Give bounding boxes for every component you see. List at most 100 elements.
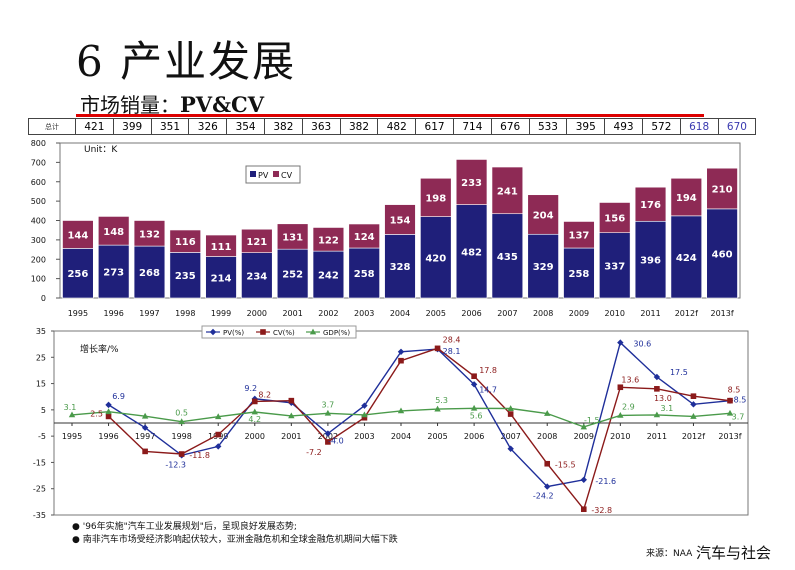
- cv-value-label: 116: [175, 237, 196, 248]
- pv-value-label: 328: [390, 262, 411, 273]
- pv-bar: [384, 234, 416, 299]
- series-point-1: [398, 357, 404, 364]
- pv-bar: [491, 213, 524, 299]
- bar-y-tick-label: 700: [31, 158, 46, 167]
- line-data-label: -15.5: [555, 461, 576, 470]
- pv-bar: [205, 256, 237, 299]
- series-point-0: [580, 476, 587, 483]
- legend-pv-label: PV: [258, 171, 269, 180]
- pv-value-label: 214: [211, 273, 232, 284]
- legend-cv-label: CV: [281, 171, 293, 180]
- subtitle-en: PV&CV: [180, 92, 265, 117]
- pv-value-label: 256: [67, 269, 88, 280]
- pv-value-label: 252: [282, 270, 303, 281]
- line-data-label: 30.6: [633, 340, 651, 349]
- page-subtitle: 市场销量：PV&CV: [80, 89, 264, 118]
- pv-bar: [348, 247, 380, 299]
- bar-unit-label: Unit：K: [84, 145, 118, 155]
- line-data-label: -11.8: [189, 451, 210, 460]
- line-x-tick-label: 2003: [354, 432, 374, 441]
- pv-bar: [241, 252, 273, 299]
- series-point-2: [653, 411, 661, 418]
- line-x-tick-label: 1997: [135, 432, 155, 441]
- line-data-label: 17.5: [670, 368, 688, 377]
- cv-bar: [599, 202, 631, 234]
- pv-bar: [455, 204, 488, 299]
- cv-value-label: 194: [676, 193, 697, 204]
- bar-y-tick-label: 600: [31, 178, 46, 187]
- pv-value-label: 424: [676, 253, 697, 264]
- bar-x-tick-label: 2004: [390, 309, 410, 318]
- series-point-0: [141, 424, 149, 431]
- legend-pv-swatch: [250, 171, 256, 177]
- line-data-label: 0.5: [175, 409, 188, 418]
- bar-x-tick-label: 2000: [247, 309, 267, 318]
- series-point-1: [434, 345, 441, 352]
- series-point-0: [215, 443, 222, 450]
- series-point-1: [727, 397, 733, 404]
- series-line-0: [108, 341, 731, 488]
- pv-bar: [276, 248, 309, 299]
- series-point-0: [470, 381, 478, 388]
- line-y-axis-label: 增长率/%: [80, 343, 119, 355]
- bar-y-tick-label: 400: [31, 217, 46, 226]
- line-data-label: -4.0: [328, 437, 344, 446]
- cv-value-label: 204: [533, 210, 554, 221]
- note-1: '96年实施"汽车工业发展规划"后，呈现良好发展态势;: [82, 522, 297, 532]
- line-data-label: -24.2: [533, 492, 554, 501]
- line-data-label: 3.1: [661, 404, 674, 413]
- bar-x-tick-label: 2007: [497, 309, 517, 318]
- cv-bar: [384, 204, 416, 235]
- line-y-tick-label: 25: [36, 353, 46, 362]
- note-item: ● 南非汽车市场受经济影响起伏较大，亚洲金融危机和全球金融危机期间大幅下跌: [72, 535, 398, 545]
- series-point-2: [580, 423, 587, 430]
- bar-x-tick-label: 2008: [533, 309, 553, 318]
- series-point-0: [324, 430, 332, 437]
- line-data-label: 8.5: [734, 396, 747, 405]
- line-data-label: -12.3: [165, 460, 186, 469]
- series-point-1: [654, 386, 660, 392]
- line-x-tick-label: 2007: [500, 432, 520, 441]
- bar-x-tick-label: 1997: [139, 309, 159, 318]
- cv-bar: [312, 227, 345, 252]
- bar-x-tick-label: 1995: [68, 309, 88, 318]
- bar-x-tick-label: 1999: [211, 309, 231, 318]
- note-2: 南非汽车市场受经济影响起伏较大，亚洲金融危机和全球金融危机期间大幅下跌: [82, 535, 398, 545]
- series-point-2: [726, 409, 734, 416]
- line-x-tick-label: 2012f: [682, 432, 705, 441]
- cv-value-label: 156: [604, 214, 625, 225]
- cv-bar: [62, 220, 94, 249]
- series-point-2: [141, 412, 149, 419]
- bar-y-tick-label: 200: [31, 255, 46, 264]
- series-point-2: [105, 408, 112, 415]
- cv-value-label: 148: [103, 227, 124, 238]
- series-point-2: [251, 408, 258, 415]
- cv-value-label: 137: [569, 231, 590, 242]
- series-point-2: [397, 407, 405, 414]
- cv-bar: [169, 229, 201, 253]
- pv-value-label: 273: [103, 268, 124, 279]
- bar-x-tick-label: 2010: [605, 309, 625, 318]
- series-point-0: [617, 339, 624, 346]
- line-x-tick-label: 2010: [610, 432, 630, 441]
- line-data-label: 13.6: [621, 375, 639, 384]
- note-item: ● '96年实施"汽车工业发展规划"后，呈现良好发展态势;: [72, 522, 297, 532]
- series-point-2: [544, 410, 551, 416]
- cv-value-label: 121: [246, 237, 267, 248]
- line-data-label: 17.8: [479, 366, 497, 375]
- line-data-label: -7.2: [306, 448, 322, 457]
- cv-bar: [133, 220, 166, 247]
- total-cell: 670: [717, 118, 757, 135]
- line-data-label: 14.7: [479, 385, 497, 394]
- pv-value-label: 420: [425, 253, 446, 264]
- title-rule: [76, 114, 704, 117]
- cv-bar: [491, 166, 524, 215]
- line-data-label: 5.6: [470, 411, 483, 420]
- bar-y-tick-label: 800: [31, 139, 46, 148]
- pv-value-label: 235: [175, 271, 196, 282]
- line-y-tick-label: -15: [33, 458, 46, 467]
- pv-value-label: 242: [318, 271, 339, 282]
- line-data-label: 2.9: [622, 402, 635, 411]
- cv-value-label: 210: [712, 185, 733, 196]
